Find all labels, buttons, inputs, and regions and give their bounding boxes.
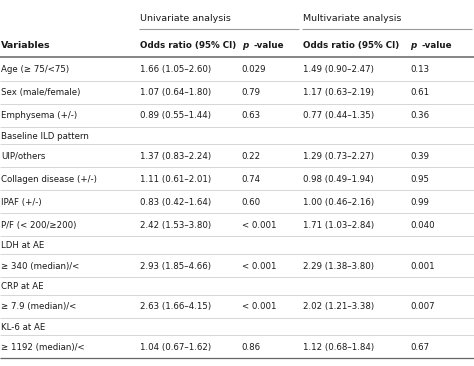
Text: ≥ 1192 (median)/<: ≥ 1192 (median)/< bbox=[1, 343, 85, 352]
Text: Collagen disease (+/-): Collagen disease (+/-) bbox=[1, 175, 97, 184]
Text: Emphysema (+/-): Emphysema (+/-) bbox=[1, 111, 78, 120]
Text: 1.11 (0.61–2.01): 1.11 (0.61–2.01) bbox=[140, 175, 211, 184]
Text: Sex (male/female): Sex (male/female) bbox=[1, 88, 81, 97]
Text: 0.36: 0.36 bbox=[410, 111, 429, 120]
Text: 2.29 (1.38–3.80): 2.29 (1.38–3.80) bbox=[303, 262, 374, 271]
Text: 0.95: 0.95 bbox=[410, 175, 429, 184]
Text: 2.63 (1.66–4.15): 2.63 (1.66–4.15) bbox=[140, 302, 211, 311]
Text: 1.07 (0.64–1.80): 1.07 (0.64–1.80) bbox=[140, 88, 211, 97]
Text: 0.22: 0.22 bbox=[242, 152, 261, 161]
Text: 1.17 (0.63–2.19): 1.17 (0.63–2.19) bbox=[303, 88, 374, 97]
Text: 0.86: 0.86 bbox=[242, 343, 261, 352]
Text: 0.040: 0.040 bbox=[410, 221, 435, 230]
Text: Odds ratio (95% CI): Odds ratio (95% CI) bbox=[303, 41, 400, 49]
Text: 0.79: 0.79 bbox=[242, 88, 261, 97]
Text: UIP/others: UIP/others bbox=[1, 152, 46, 161]
Text: p: p bbox=[410, 41, 416, 49]
Text: 1.37 (0.83–2.24): 1.37 (0.83–2.24) bbox=[140, 152, 211, 161]
Text: Baseline ILD pattern: Baseline ILD pattern bbox=[1, 132, 89, 141]
Text: -value: -value bbox=[253, 41, 283, 49]
Text: 0.001: 0.001 bbox=[410, 262, 435, 271]
Text: LDH at AE: LDH at AE bbox=[1, 242, 45, 250]
Text: KL-6 at AE: KL-6 at AE bbox=[1, 323, 46, 332]
Text: 0.007: 0.007 bbox=[410, 302, 435, 311]
Text: ≥ 340 (median)/<: ≥ 340 (median)/< bbox=[1, 262, 80, 271]
Text: -value: -value bbox=[421, 41, 452, 49]
Text: 0.60: 0.60 bbox=[242, 198, 261, 207]
Text: IPAF (+/-): IPAF (+/-) bbox=[1, 198, 42, 207]
Text: Variables: Variables bbox=[1, 41, 51, 49]
Text: 1.00 (0.46–2.16): 1.00 (0.46–2.16) bbox=[303, 198, 374, 207]
Text: Odds ratio (95% CI): Odds ratio (95% CI) bbox=[140, 41, 236, 49]
Text: < 0.001: < 0.001 bbox=[242, 262, 276, 271]
Text: 1.49 (0.90–2.47): 1.49 (0.90–2.47) bbox=[303, 65, 374, 74]
Text: 1.12 (0.68–1.84): 1.12 (0.68–1.84) bbox=[303, 343, 374, 352]
Text: 0.029: 0.029 bbox=[242, 65, 266, 74]
Text: 0.63: 0.63 bbox=[242, 111, 261, 120]
Text: 0.98 (0.49–1.94): 0.98 (0.49–1.94) bbox=[303, 175, 374, 184]
Text: CRP at AE: CRP at AE bbox=[1, 282, 44, 291]
Text: 0.74: 0.74 bbox=[242, 175, 261, 184]
Text: 2.42 (1.53–3.80): 2.42 (1.53–3.80) bbox=[140, 221, 211, 230]
Text: 1.29 (0.73–2.27): 1.29 (0.73–2.27) bbox=[303, 152, 374, 161]
Text: 2.93 (1.85–4.66): 2.93 (1.85–4.66) bbox=[140, 262, 211, 271]
Text: Age (≥ 75/<75): Age (≥ 75/<75) bbox=[1, 65, 70, 74]
Text: Univariate analysis: Univariate analysis bbox=[140, 14, 231, 23]
Text: < 0.001: < 0.001 bbox=[242, 221, 276, 230]
Text: 0.67: 0.67 bbox=[410, 343, 429, 352]
Text: 2.02 (1.21–3.38): 2.02 (1.21–3.38) bbox=[303, 302, 374, 311]
Text: 0.83 (0.42–1.64): 0.83 (0.42–1.64) bbox=[140, 198, 211, 207]
Text: 0.39: 0.39 bbox=[410, 152, 429, 161]
Text: 0.77 (0.44–1.35): 0.77 (0.44–1.35) bbox=[303, 111, 374, 120]
Text: < 0.001: < 0.001 bbox=[242, 302, 276, 311]
Text: 0.61: 0.61 bbox=[410, 88, 429, 97]
Text: 1.66 (1.05–2.60): 1.66 (1.05–2.60) bbox=[140, 65, 211, 74]
Text: 1.71 (1.03–2.84): 1.71 (1.03–2.84) bbox=[303, 221, 374, 230]
Text: 0.13: 0.13 bbox=[410, 65, 429, 74]
Text: 0.89 (0.55–1.44): 0.89 (0.55–1.44) bbox=[140, 111, 211, 120]
Text: 1.04 (0.67–1.62): 1.04 (0.67–1.62) bbox=[140, 343, 211, 352]
Text: 0.99: 0.99 bbox=[410, 198, 429, 207]
Text: Multivariate analysis: Multivariate analysis bbox=[303, 14, 402, 23]
Text: P/F (< 200/≥200): P/F (< 200/≥200) bbox=[1, 221, 77, 230]
Text: ≥ 7.9 (median)/<: ≥ 7.9 (median)/< bbox=[1, 302, 77, 311]
Text: p: p bbox=[242, 41, 248, 49]
